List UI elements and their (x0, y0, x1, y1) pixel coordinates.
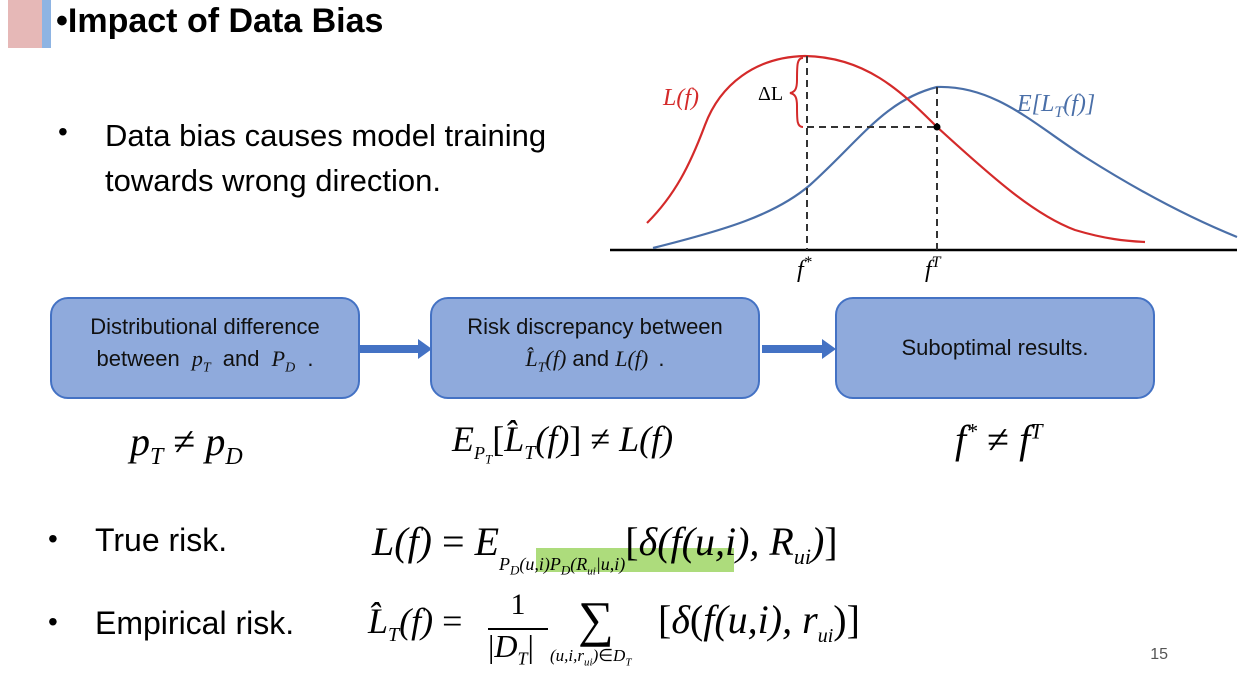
title-accent-blue (42, 0, 51, 48)
box1-line1: Distributional difference (90, 314, 320, 340)
blue-curve (652, 85, 1238, 250)
true-risk-highlight (536, 548, 734, 572)
empirical-risk-label: Empirical risk. (95, 605, 295, 641)
formula-risk-not-equal: EPT[L̂T(f)] ≠ L(f) (452, 419, 674, 467)
flow-box-suboptimal: Suboptimal results. (835, 297, 1155, 399)
box1-line2: between pT and PD . (96, 346, 314, 376)
title-accent-pink (8, 0, 42, 48)
empirical-risk-formula: L̂T(f) = 1 |DT| ∑ (u,i,rui)∈DT [δ(f(u,i)… (368, 588, 908, 683)
formula-p-not-equal: pT ≠ pD (130, 419, 243, 470)
title-bullet: • (56, 2, 68, 40)
emp-sum-subscript: (u,i,rui)∈DT (550, 646, 632, 669)
blue-curve-label: E[LT(f)] (1016, 91, 1095, 121)
bias-figure: ΔL L(f) E[LT(f)] f* fT (610, 54, 1238, 283)
bullet-dot: • (58, 116, 68, 147)
true-risk-formula: L(f) = EPD(u,i)PD(Rui|u,i)[δ(f(u,i), Rui… (372, 519, 838, 578)
slide-title: •Impact of Data Bias (56, 2, 383, 42)
bullet-main: Data bias causes model training towards … (105, 113, 546, 203)
emp-sum: ∑ (578, 591, 614, 647)
delta-brace (789, 57, 804, 128)
arrow-2 (762, 339, 836, 359)
red-curve (646, 54, 1146, 244)
intersection-point (933, 123, 941, 131)
bullet-main-line2: towards wrong direction. (105, 163, 441, 198)
emp-lhs: L̂T(f) = (368, 601, 463, 647)
box3-label: Suboptimal results. (901, 335, 1089, 360)
box2-line2: L̂T(f) and L(f) . (525, 346, 665, 376)
red-curve-label: L(f) (662, 85, 699, 111)
emp-frac-bar (488, 628, 548, 630)
f-star-label: f* (797, 254, 812, 283)
emp-frac-num: 1 (510, 588, 526, 621)
delta-label: ΔL (758, 83, 783, 105)
f-t-label: fT (925, 254, 942, 283)
formula-f-not-equal: f* ≠ fT (955, 417, 1043, 462)
empirical-risk-dot: • (48, 606, 58, 637)
emp-frac-den: |DT| (488, 628, 534, 669)
page-number: 15 (1150, 646, 1168, 663)
true-risk-dot: • (48, 523, 58, 554)
emp-body: [δ(f(u,i), rui)] (658, 597, 860, 647)
true-risk-label: True risk. (95, 522, 228, 558)
box2-line1: Risk discrepancy between (467, 314, 723, 340)
arrow-1 (360, 339, 432, 359)
title-text: Impact of Data Bias (67, 2, 384, 40)
bullet-main-line1: Data bias causes model training (105, 118, 547, 153)
flow-box-risk-discrepancy: Risk discrepancy between L̂T(f) and L(f)… (430, 297, 760, 399)
flow-box-distribution: Distributional difference between pT and… (50, 297, 360, 399)
